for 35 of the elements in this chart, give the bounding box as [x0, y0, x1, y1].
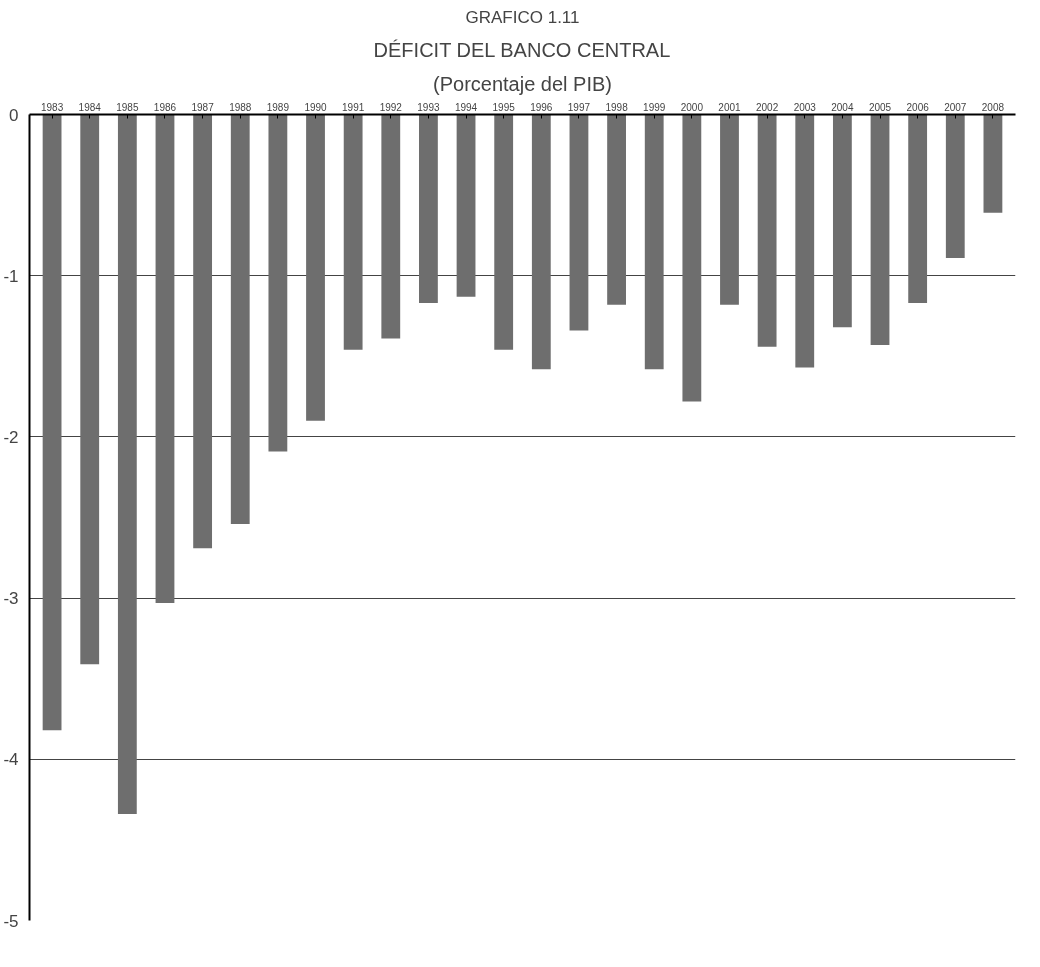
y-tick-label: -4 — [3, 750, 19, 770]
x-tick-label: 2007 — [944, 101, 967, 113]
chart-title: GRAFICO 1.11 — [465, 7, 580, 27]
x-tick-label: 1995 — [492, 101, 516, 113]
x-tick-label: 2005 — [868, 101, 892, 113]
x-tick-label: 2003 — [793, 101, 817, 113]
x-tick-label: 1983 — [40, 101, 64, 113]
x-tick-label: 2006 — [906, 101, 930, 113]
y-tick-label: -3 — [3, 589, 19, 609]
x-tick-label: 1992 — [379, 101, 403, 113]
x-tick-label: 1998 — [605, 101, 629, 113]
x-tick-label: 1988 — [229, 101, 252, 113]
y-tick-label: -1 — [3, 266, 19, 286]
x-tick-label: 1986 — [153, 101, 177, 113]
x-tick-label: 1987 — [191, 101, 215, 113]
x-tick-label: 1999 — [643, 101, 666, 113]
x-tick-label: 1993 — [417, 101, 440, 113]
x-tick-label: 2008 — [981, 101, 1005, 113]
x-tick-label: 2001 — [718, 101, 742, 113]
x-tick-label: 1996 — [530, 101, 553, 113]
x-tick-label: 1994 — [454, 101, 478, 113]
x-tick-label: 1997 — [567, 101, 591, 113]
x-tick-label: 1989 — [266, 101, 290, 113]
y-tick-label: 0 — [9, 105, 19, 125]
x-tick-label: 2002 — [756, 101, 779, 113]
x-tick-label: 1984 — [78, 101, 102, 113]
text: (Porcentaje del PIB) — [433, 72, 612, 95]
x-tick-label: 1990 — [304, 101, 328, 113]
y-tick-label: -2 — [3, 427, 19, 447]
x-tick-label: 1985 — [116, 101, 139, 113]
chart-subtitle: DÉFICIT DEL BANCO CENTRAL — [373, 38, 671, 61]
y-tick-label: -5 — [3, 911, 19, 931]
x-tick-label: 2004 — [831, 101, 854, 113]
x-tick-label: 2000 — [680, 101, 704, 113]
x-tick-label: 1991 — [342, 101, 365, 113]
